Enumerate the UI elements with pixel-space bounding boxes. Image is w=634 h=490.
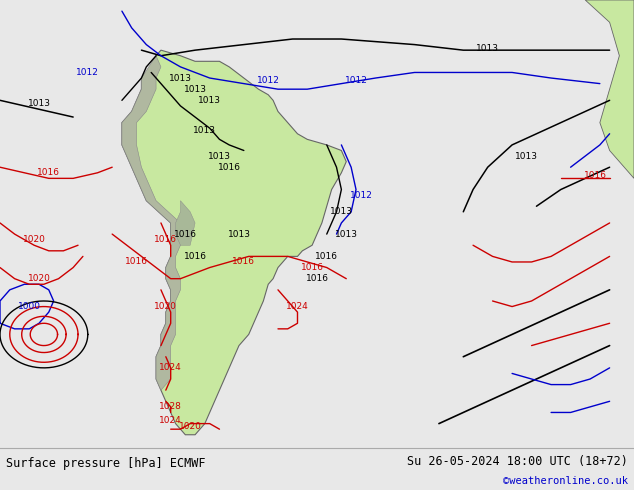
Text: 1028: 1028 (159, 402, 182, 412)
Text: 1016: 1016 (217, 163, 241, 172)
Text: 1020: 1020 (154, 302, 178, 311)
Text: 1000: 1000 (18, 302, 41, 311)
Text: 1016: 1016 (301, 263, 323, 272)
Polygon shape (176, 200, 195, 245)
Text: 1013: 1013 (330, 207, 353, 216)
Text: 1020: 1020 (27, 274, 51, 283)
Text: 1020: 1020 (23, 235, 46, 244)
Text: 1013: 1013 (228, 230, 250, 239)
Text: 1012: 1012 (257, 76, 280, 85)
Text: 1016: 1016 (306, 274, 328, 283)
Text: 1013: 1013 (27, 98, 51, 108)
Text: 1016: 1016 (154, 235, 178, 244)
Text: 1020: 1020 (179, 422, 202, 431)
Text: 1013: 1013 (193, 126, 216, 135)
Polygon shape (122, 56, 181, 390)
Text: 1024: 1024 (286, 302, 309, 311)
Text: 1016: 1016 (583, 171, 607, 180)
Polygon shape (122, 50, 346, 435)
Text: 1013: 1013 (335, 230, 358, 239)
Text: 1013: 1013 (184, 85, 207, 94)
Text: 1016: 1016 (232, 257, 256, 267)
Text: 1016: 1016 (184, 252, 207, 261)
Text: 1016: 1016 (37, 168, 60, 177)
Text: 1024: 1024 (159, 416, 182, 425)
Text: 1012: 1012 (344, 76, 368, 85)
Text: 1024: 1024 (159, 364, 182, 372)
Polygon shape (585, 0, 634, 178)
Text: Su 26-05-2024 18:00 UTC (18+72): Su 26-05-2024 18:00 UTC (18+72) (407, 455, 628, 468)
Text: Surface pressure [hPa] ECMWF: Surface pressure [hPa] ECMWF (6, 457, 206, 470)
Text: 1016: 1016 (174, 230, 197, 239)
Text: 1013: 1013 (476, 44, 499, 53)
Text: 1013: 1013 (169, 74, 192, 82)
Text: 1013: 1013 (198, 96, 221, 105)
Text: 1016: 1016 (125, 257, 148, 267)
Text: 1016: 1016 (315, 252, 339, 261)
Text: 1012: 1012 (76, 68, 100, 77)
Text: ©weatheronline.co.uk: ©weatheronline.co.uk (503, 476, 628, 486)
Text: 1013: 1013 (208, 151, 231, 161)
Text: 1012: 1012 (349, 191, 372, 199)
Text: 1013: 1013 (515, 151, 538, 161)
